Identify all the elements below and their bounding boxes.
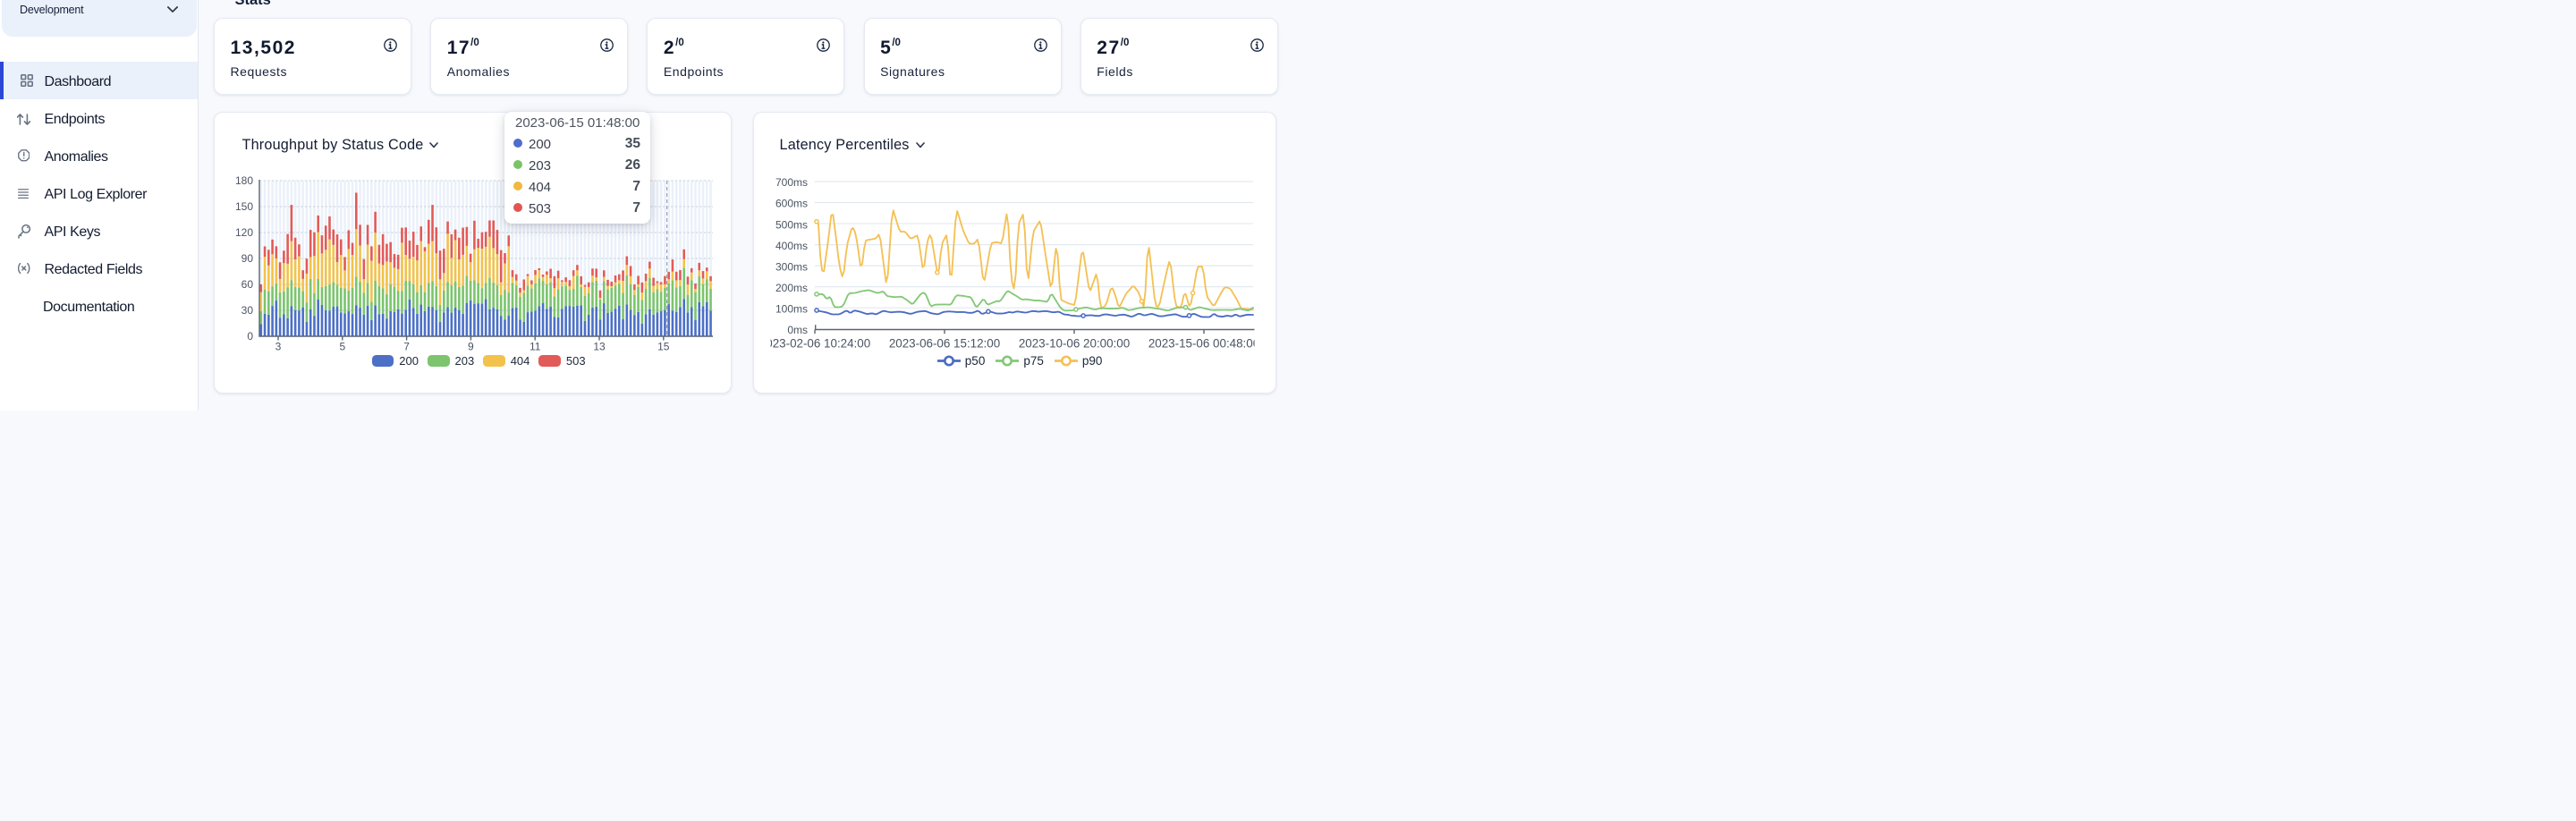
svg-text:15: 15: [657, 341, 670, 353]
svg-text:9: 9: [468, 341, 474, 353]
svg-text:600ms: 600ms: [775, 198, 808, 210]
svg-text:60: 60: [242, 278, 254, 291]
svg-text:2023-15-06 00:48:00: 2023-15-06 00:48:00: [1148, 337, 1259, 351]
svg-text:100ms: 100ms: [775, 302, 808, 315]
svg-text:2023-02-06 10:24:00: 2023-02-06 10:24:00: [759, 337, 870, 351]
svg-text:300ms: 300ms: [775, 260, 808, 273]
svg-text:90: 90: [242, 252, 254, 265]
svg-text:700ms: 700ms: [775, 176, 808, 189]
svg-text:500ms: 500ms: [775, 218, 808, 231]
svg-text:3: 3: [275, 341, 282, 353]
svg-text:180: 180: [235, 174, 253, 187]
svg-text:150: 150: [235, 200, 253, 213]
svg-text:400ms: 400ms: [775, 240, 808, 252]
svg-text:7: 7: [403, 341, 410, 353]
svg-text:30: 30: [242, 304, 254, 317]
svg-text:0ms: 0ms: [787, 324, 808, 336]
svg-text:200ms: 200ms: [775, 282, 808, 294]
svg-text:2023-06-06 15:12:00: 2023-06-06 15:12:00: [889, 337, 1000, 351]
svg-text:120: 120: [235, 226, 253, 239]
svg-text:2023-10-06 20:00:00: 2023-10-06 20:00:00: [1019, 337, 1130, 351]
svg-text:0: 0: [247, 330, 253, 343]
svg-text:13: 13: [593, 341, 606, 353]
svg-text:11: 11: [530, 341, 541, 353]
svg-text:5: 5: [339, 341, 345, 353]
